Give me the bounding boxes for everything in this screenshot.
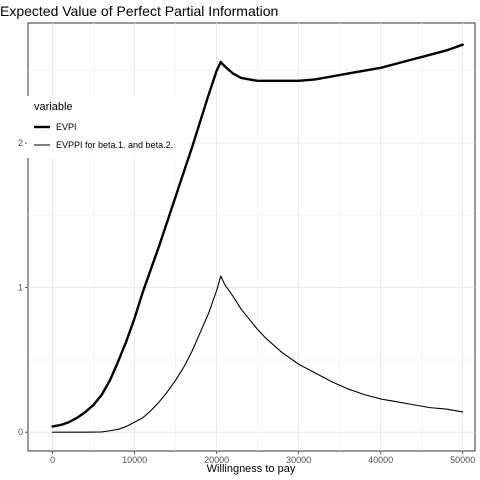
legend-background bbox=[27, 96, 187, 158]
x-axis-title: Willingness to pay bbox=[207, 463, 296, 475]
y-tick-label: 2 bbox=[18, 138, 23, 148]
x-tick-label: 0 bbox=[50, 455, 55, 465]
series-line-evppi bbox=[52, 275, 464, 433]
x-tick-label: 30000 bbox=[286, 455, 311, 465]
legend-title: variable bbox=[34, 101, 73, 113]
x-tick-label: 20000 bbox=[204, 455, 229, 465]
x-tick-label: 10000 bbox=[122, 455, 147, 465]
x-axis-ticks: 0 10000 20000 30000 40000 50000 bbox=[50, 451, 475, 465]
chart-title: Expected Value of Perfect Partial Inform… bbox=[0, 3, 278, 19]
y-tick-label: 0 bbox=[18, 427, 23, 437]
legend: variable EVPI EVPPI for beta.1. and beta… bbox=[27, 96, 187, 158]
plot-panel bbox=[27, 22, 476, 452]
legend-label-evpi: EVPI bbox=[56, 122, 77, 132]
legend-label-evppi: EVPPI for beta.1. and beta.2. bbox=[56, 140, 173, 150]
grid-lines bbox=[28, 23, 475, 451]
y-tick-label: 1 bbox=[18, 283, 23, 293]
x-tick-label: 50000 bbox=[450, 455, 475, 465]
series-line-evpi bbox=[51, 43, 464, 428]
series-lines bbox=[51, 43, 464, 433]
x-tick-label: 40000 bbox=[368, 455, 393, 465]
